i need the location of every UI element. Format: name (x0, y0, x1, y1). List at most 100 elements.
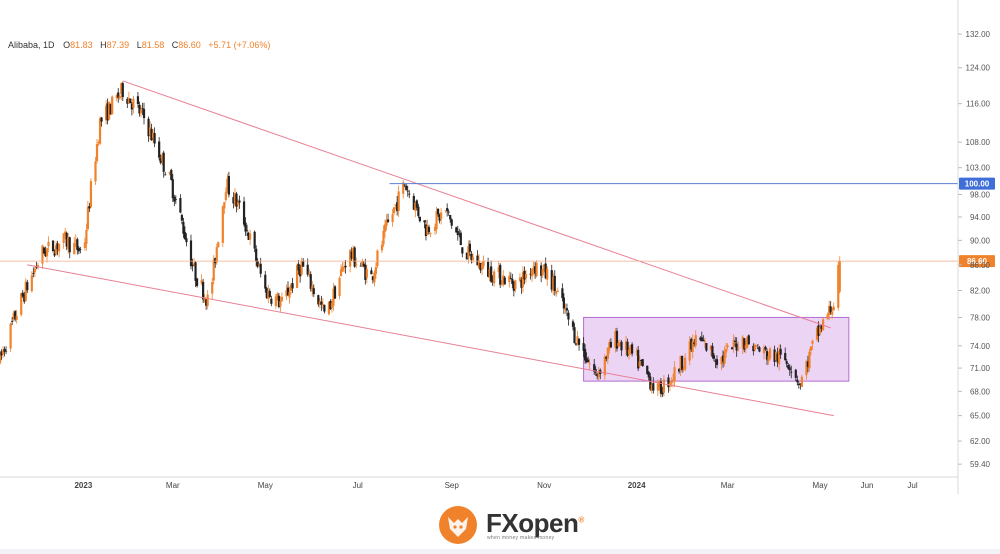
candle-body (158, 141, 161, 158)
high-value: 87.39 (107, 40, 130, 50)
candle-body (755, 345, 758, 347)
candle-body (132, 98, 135, 108)
candle-body (352, 248, 355, 259)
candle-body (339, 269, 343, 277)
candle-body (423, 220, 426, 223)
candle-body (626, 341, 629, 356)
brand-registered: ® (578, 515, 584, 525)
candle-body (108, 101, 111, 120)
candle-body (374, 267, 378, 275)
candle-body (320, 301, 323, 305)
candle-body (180, 214, 183, 221)
candle-body (205, 299, 208, 306)
candle-body (0, 352, 2, 364)
candle-body (650, 384, 653, 391)
resistance-badge-label: 100.00 (965, 180, 990, 189)
candle-body (353, 247, 356, 267)
brand-suffix: open (518, 508, 579, 538)
candle-body (332, 288, 335, 306)
candle-body (615, 330, 619, 349)
candle-body (62, 233, 65, 244)
candle-body (540, 265, 543, 276)
y-tick-label: 90.00 (970, 236, 991, 245)
candle-body (486, 261, 490, 277)
candle-body (587, 359, 590, 363)
x-tick-label: Jun (861, 481, 874, 490)
candle-body (14, 311, 17, 320)
candle-body (465, 252, 468, 260)
candle-body (224, 192, 227, 201)
candle-body (571, 321, 575, 327)
candle-body (259, 263, 262, 274)
change-value: +5.71 (+7.06%) (208, 40, 270, 50)
candle-body (191, 264, 194, 267)
candle-body (635, 351, 638, 353)
candle-body (253, 231, 256, 249)
x-tick-label: May (258, 481, 273, 490)
candle-body (426, 225, 429, 235)
candle-body (756, 347, 760, 349)
candle-body (561, 288, 564, 299)
candle-body (726, 345, 729, 347)
candle-body (427, 227, 431, 233)
y-tick-label: 86.00 (970, 261, 991, 270)
x-tick-label: 2024 (628, 481, 646, 490)
candles-layer (0, 81, 841, 398)
candle-body (620, 341, 623, 351)
candle-body (773, 349, 776, 362)
candle-body (341, 266, 344, 272)
brand-tagline: when money makes money (487, 535, 555, 541)
candle-body (490, 266, 493, 282)
candle-body (753, 344, 756, 350)
candle-body (4, 350, 8, 352)
candle-body (414, 202, 417, 211)
candle-body (364, 264, 367, 280)
close-label: C (172, 40, 179, 50)
candle-body (402, 182, 405, 194)
candle-body (681, 355, 684, 370)
candle-body (88, 206, 91, 209)
candle-body (838, 261, 841, 292)
close-value: 86.60 (178, 40, 201, 50)
candle-body (323, 304, 326, 312)
candle-body (89, 181, 93, 207)
candle-body (552, 276, 555, 291)
candle-body (0, 351, 3, 356)
lines-layer: 100.00 86.60 (0, 80, 995, 417)
candle-body (65, 232, 68, 247)
candle-body (794, 369, 797, 378)
candle-body (556, 290, 559, 292)
brand-logo-text: FXopen® (486, 508, 584, 539)
candle-body (279, 301, 282, 307)
candle-body (449, 214, 452, 220)
candle-body (267, 290, 270, 300)
candle-body (118, 95, 121, 99)
candle-body (573, 327, 576, 344)
candle-body (649, 376, 652, 390)
candle-body (709, 345, 713, 350)
candle-body (724, 349, 728, 353)
low-value: 81.58 (142, 40, 165, 50)
open-value: 81.83 (70, 40, 93, 50)
candle-body (637, 349, 640, 369)
candle-body (53, 253, 56, 256)
candle-body (499, 264, 502, 285)
y-tick-label: 94.00 (970, 213, 991, 222)
candle-body (743, 338, 746, 350)
candle-body (735, 343, 738, 351)
candle-body (245, 229, 249, 231)
x-tick-label: Mar (166, 481, 180, 490)
candle-body (796, 379, 799, 383)
candle-body (596, 373, 599, 377)
candle-body (333, 286, 337, 299)
candle-body (126, 98, 129, 104)
candle-body (415, 200, 418, 208)
y-tick-label: 78.00 (970, 313, 991, 322)
candle-body (438, 214, 441, 221)
candle-body (338, 277, 341, 297)
candle-body (289, 284, 293, 291)
candle-body (321, 304, 324, 306)
candle-body (76, 239, 79, 250)
candle-body (302, 260, 305, 267)
